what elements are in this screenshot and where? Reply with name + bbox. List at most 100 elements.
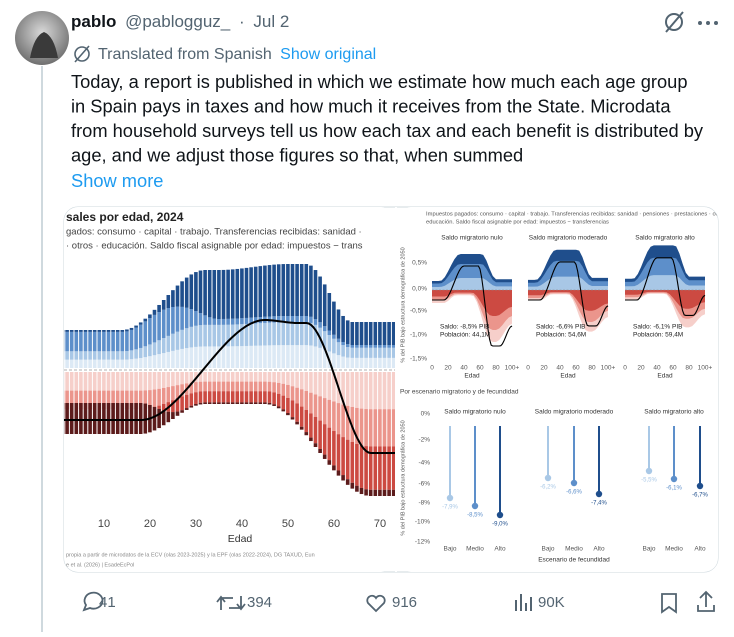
image-bar bbox=[52, 391, 56, 410]
image-bar bbox=[180, 372, 184, 385]
reply-icon[interactable] bbox=[82, 591, 104, 612]
image-bar bbox=[83, 403, 88, 434]
image-dot-label: -9,0% bbox=[492, 522, 508, 528]
image-bar bbox=[378, 489, 382, 496]
image-bar bbox=[263, 345, 267, 368]
image-panel-title: Saldo migratorio alto bbox=[635, 235, 695, 242]
author-handle[interactable]: @pablogguz_ bbox=[125, 12, 231, 31]
image-bar bbox=[166, 387, 171, 403]
view-count[interactable]: 90K bbox=[538, 594, 565, 611]
image-bar bbox=[212, 381, 217, 392]
image-bar bbox=[290, 345, 295, 368]
show-more[interactable]: Show more bbox=[71, 170, 163, 191]
image-bar bbox=[212, 402, 217, 404]
author-name[interactable]: pablo bbox=[71, 12, 116, 31]
image-bar bbox=[249, 267, 253, 318]
image-bar bbox=[79, 372, 83, 391]
image-bar bbox=[226, 269, 230, 319]
image-bar bbox=[295, 345, 299, 368]
image-panel-note: Saldo: -8,5% PIB bbox=[440, 324, 490, 331]
reply-count[interactable]: 41 bbox=[99, 594, 116, 611]
image-bar bbox=[92, 331, 97, 352]
image-x-tick: 40 bbox=[653, 365, 661, 372]
image-bar bbox=[138, 347, 143, 358]
image-x-tick: 20 bbox=[444, 365, 452, 372]
views-icon[interactable] bbox=[515, 594, 532, 611]
media[interactable]: sales por edad, 2024 gados: consumo · cap… bbox=[47, 206, 729, 573]
image-bar bbox=[157, 372, 161, 389]
image-bar bbox=[184, 277, 189, 308]
image-bar bbox=[290, 372, 295, 387]
image-bar bbox=[373, 357, 378, 368]
share-icon[interactable] bbox=[697, 590, 715, 612]
image-bar bbox=[295, 387, 299, 404]
image-bar bbox=[318, 276, 322, 323]
image-bar bbox=[304, 390, 309, 410]
image-bar bbox=[286, 322, 290, 346]
image-bar bbox=[83, 330, 88, 332]
image-bar bbox=[180, 396, 184, 411]
image-bar bbox=[97, 372, 102, 391]
image-bar bbox=[189, 274, 194, 310]
show-original[interactable]: Show original bbox=[280, 46, 376, 63]
image-dot-label: -8,5% bbox=[467, 513, 483, 519]
image-bar bbox=[290, 264, 295, 316]
image-bar bbox=[111, 390, 115, 410]
like-icon[interactable] bbox=[366, 594, 386, 613]
image-bar bbox=[125, 372, 129, 391]
image-bar bbox=[157, 312, 161, 341]
image-bar bbox=[92, 390, 97, 410]
image-bar bbox=[364, 372, 368, 410]
image-bar bbox=[194, 272, 198, 312]
image-bar bbox=[148, 318, 152, 345]
image-x-tick: Bajo bbox=[443, 546, 456, 553]
image-dot bbox=[496, 511, 504, 519]
image-bar bbox=[281, 322, 286, 346]
grok-icon[interactable] bbox=[665, 11, 684, 33]
image-bar bbox=[267, 345, 272, 368]
image-bar bbox=[56, 372, 60, 391]
post-date[interactable]: Jul 2 bbox=[253, 12, 289, 31]
image-bar bbox=[69, 330, 74, 332]
repost-count[interactable]: 394 bbox=[247, 594, 272, 611]
image-bar bbox=[106, 403, 111, 434]
image-x-tick: 0 bbox=[430, 365, 434, 372]
separator: · bbox=[239, 12, 245, 31]
image-bar bbox=[83, 372, 88, 391]
image-bar bbox=[382, 372, 387, 410]
image-bar bbox=[47, 391, 51, 410]
like-count[interactable]: 916 bbox=[392, 594, 417, 611]
image-bar bbox=[148, 390, 152, 409]
image-bar bbox=[171, 372, 175, 387]
more-icon[interactable] bbox=[698, 21, 718, 25]
image-x-label: Edad bbox=[464, 373, 480, 380]
image-bar bbox=[263, 402, 267, 404]
bookmark-icon[interactable] bbox=[661, 593, 677, 614]
image-bar bbox=[345, 347, 350, 358]
image-bar bbox=[299, 406, 304, 427]
image-bar bbox=[258, 323, 263, 346]
image-bar bbox=[244, 402, 249, 404]
image-bar bbox=[56, 332, 60, 351]
image-bar bbox=[175, 331, 180, 350]
image-bar bbox=[203, 270, 207, 316]
image-net-line bbox=[64, 319, 395, 454]
image-bar bbox=[318, 372, 322, 397]
image-bar bbox=[134, 325, 138, 328]
image-area bbox=[528, 290, 608, 311]
image-bar bbox=[207, 381, 212, 392]
image-bar bbox=[65, 330, 69, 332]
image-bar bbox=[217, 319, 221, 325]
image-bar bbox=[125, 359, 129, 368]
image-bar bbox=[157, 388, 161, 406]
image-bar bbox=[368, 372, 373, 410]
repost-icon[interactable] bbox=[216, 595, 246, 611]
image-bar bbox=[345, 405, 350, 440]
image-bar bbox=[244, 317, 249, 324]
image-bar bbox=[382, 409, 387, 447]
image-bar bbox=[336, 434, 341, 471]
image-bar bbox=[97, 390, 102, 410]
image-net-line bbox=[625, 257, 706, 316]
image-dot-label: -6,7% bbox=[692, 493, 708, 499]
image-bar bbox=[184, 394, 189, 409]
